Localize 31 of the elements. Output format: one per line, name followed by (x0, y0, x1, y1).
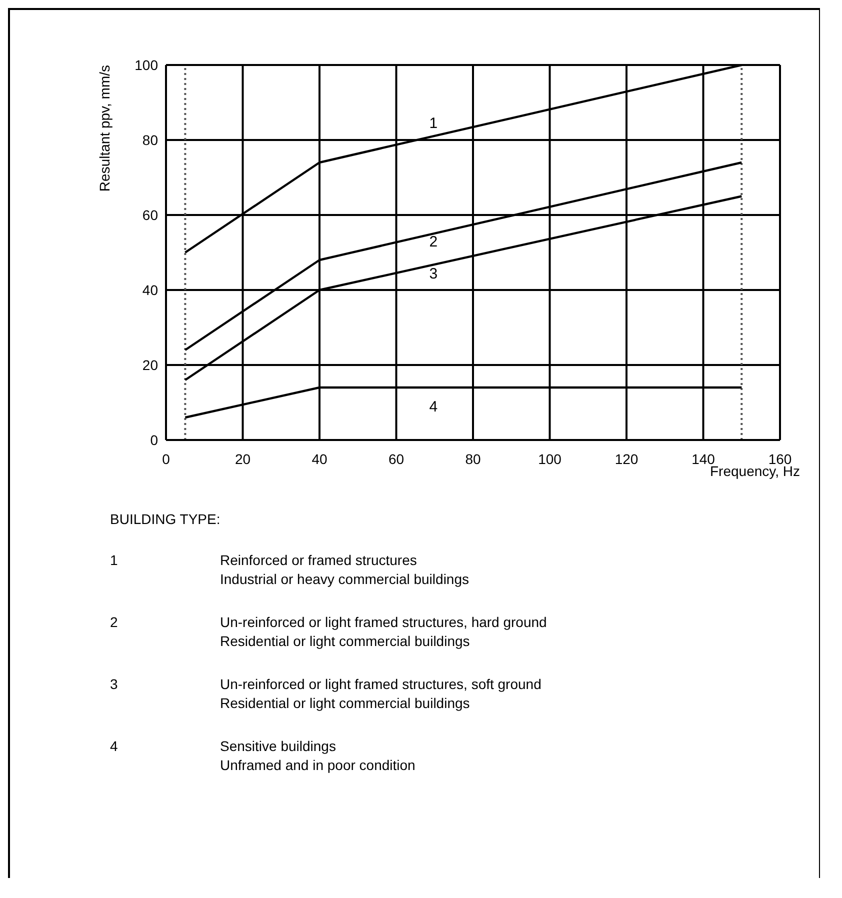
text: Un-reinforced or light framed structures, soft ground (220, 675, 542, 694)
x-tick-label: 0 (162, 450, 170, 467)
y-tick-label: 100 (134, 56, 158, 73)
y-tick-label: 20 (142, 356, 158, 373)
text: 4 (110, 737, 119, 756)
y-tick-label: 40 (142, 282, 158, 298)
series-label: 2 (429, 234, 438, 251)
text: 1 (110, 551, 119, 570)
series-label: 4 (429, 398, 438, 416)
series-label: 3 (429, 266, 438, 283)
y-tick-label: 80 (142, 132, 158, 148)
y-axis-title: Resultant ppv, mm/s (96, 65, 113, 192)
x-tick-label: 100 (538, 450, 562, 467)
text: Un-reinforced or light framed structures, hard ground (220, 613, 547, 632)
series-label: 1 (429, 115, 438, 132)
text: Residential or light commercial buildings (220, 632, 471, 651)
text: 3 (110, 675, 119, 694)
text: BUILDING TYPE: (110, 510, 222, 529)
x-tick-label: 40 (312, 450, 328, 467)
x-tick-label: 60 (388, 450, 404, 467)
text: Unframed and in poor condition (220, 756, 416, 775)
text: Sensitive buildings (220, 737, 337, 756)
text: 2 (110, 613, 119, 632)
text: Industrial or heavy commercial buildings (220, 570, 469, 589)
text: Reinforced or framed structures (220, 551, 418, 570)
x-tick-label: 80 (465, 450, 481, 467)
x-tick-label: 20 (234, 450, 251, 467)
y-tick-label: 0 (150, 432, 158, 448)
x-tick-label: 120 (614, 450, 638, 467)
text: Residential or light commercial buildings (220, 694, 471, 713)
y-tick-label: 60 (142, 206, 158, 223)
